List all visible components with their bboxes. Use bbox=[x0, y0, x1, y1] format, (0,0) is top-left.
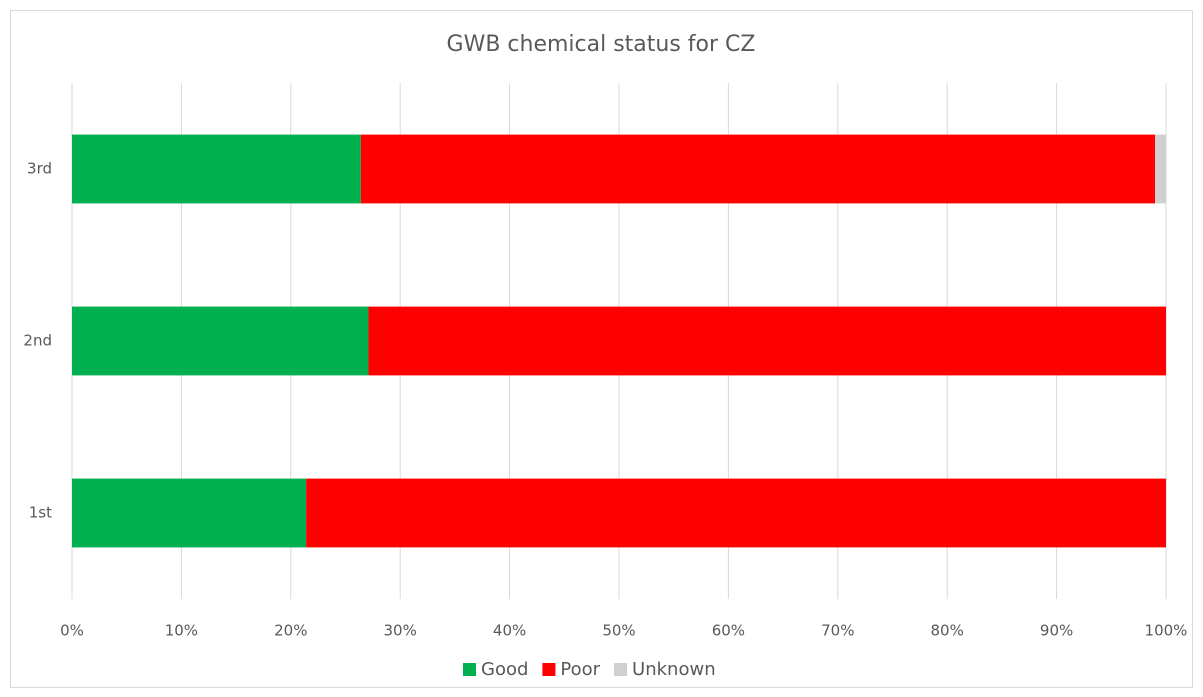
chart-title: GWB chemical status for CZ bbox=[447, 32, 756, 57]
bar-segment bbox=[72, 134, 361, 204]
y-tick-label: 2nd bbox=[23, 332, 52, 350]
legend-label: Good bbox=[481, 659, 528, 680]
bar-segment bbox=[360, 134, 1156, 204]
x-tick-label: 60% bbox=[712, 622, 745, 640]
bar-segment bbox=[72, 306, 369, 376]
x-tick-label: 20% bbox=[274, 622, 307, 640]
bar-segment bbox=[306, 478, 1167, 548]
y-tick-label: 1st bbox=[29, 504, 52, 522]
legend-swatch bbox=[463, 663, 476, 676]
x-tick-label: 70% bbox=[821, 622, 854, 640]
x-tick-label: 90% bbox=[1040, 622, 1073, 640]
x-tick-label: 100% bbox=[1145, 622, 1188, 640]
x-tick-label: 80% bbox=[931, 622, 964, 640]
y-tick-label: 3rd bbox=[27, 160, 52, 178]
x-tick-label: 0% bbox=[60, 622, 84, 640]
legend-label: Unknown bbox=[632, 659, 716, 680]
x-tick-label: 40% bbox=[493, 622, 526, 640]
legend-label: Poor bbox=[560, 659, 600, 680]
bar-segment bbox=[1155, 134, 1166, 204]
bar-segment bbox=[72, 478, 307, 548]
x-tick-label: 30% bbox=[384, 622, 417, 640]
x-tick-label: 50% bbox=[602, 622, 635, 640]
legend-swatch bbox=[614, 663, 628, 676]
x-tick-label: 10% bbox=[165, 622, 198, 640]
legend-swatch bbox=[542, 663, 556, 676]
bar-segment bbox=[368, 306, 1166, 376]
